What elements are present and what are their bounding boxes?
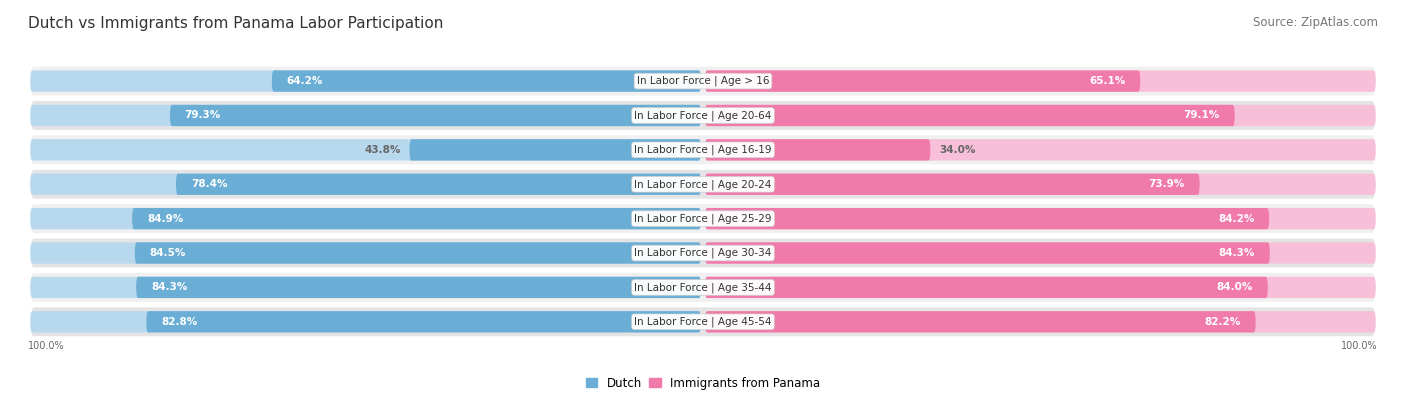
FancyBboxPatch shape <box>704 243 1270 264</box>
Text: 34.0%: 34.0% <box>939 145 976 155</box>
FancyBboxPatch shape <box>146 311 702 333</box>
Text: In Labor Force | Age 30-34: In Labor Force | Age 30-34 <box>634 248 772 258</box>
FancyBboxPatch shape <box>30 277 702 298</box>
FancyBboxPatch shape <box>132 208 702 229</box>
FancyBboxPatch shape <box>30 208 702 229</box>
FancyBboxPatch shape <box>704 311 1376 333</box>
FancyBboxPatch shape <box>704 208 1270 229</box>
Text: 82.8%: 82.8% <box>162 317 197 327</box>
FancyBboxPatch shape <box>30 139 702 160</box>
FancyBboxPatch shape <box>30 70 702 92</box>
FancyBboxPatch shape <box>136 277 702 298</box>
FancyBboxPatch shape <box>31 273 1375 302</box>
Text: Source: ZipAtlas.com: Source: ZipAtlas.com <box>1253 16 1378 29</box>
Text: 78.4%: 78.4% <box>191 179 228 189</box>
Text: 84.3%: 84.3% <box>150 282 187 292</box>
Text: 84.3%: 84.3% <box>1219 248 1256 258</box>
FancyBboxPatch shape <box>31 170 1375 199</box>
Text: 79.1%: 79.1% <box>1184 111 1220 120</box>
FancyBboxPatch shape <box>704 277 1268 298</box>
Text: In Labor Force | Age 20-24: In Labor Force | Age 20-24 <box>634 179 772 190</box>
Text: 64.2%: 64.2% <box>287 76 323 86</box>
Text: In Labor Force | Age 20-64: In Labor Force | Age 20-64 <box>634 110 772 121</box>
FancyBboxPatch shape <box>704 70 1140 92</box>
FancyBboxPatch shape <box>704 139 1376 160</box>
Text: In Labor Force | Age 25-29: In Labor Force | Age 25-29 <box>634 213 772 224</box>
FancyBboxPatch shape <box>704 277 1376 298</box>
Text: In Labor Force | Age 16-19: In Labor Force | Age 16-19 <box>634 145 772 155</box>
Text: In Labor Force | Age 45-54: In Labor Force | Age 45-54 <box>634 316 772 327</box>
FancyBboxPatch shape <box>271 70 702 92</box>
FancyBboxPatch shape <box>135 243 702 264</box>
Text: 73.9%: 73.9% <box>1149 179 1185 189</box>
FancyBboxPatch shape <box>704 243 1376 264</box>
FancyBboxPatch shape <box>31 204 1375 233</box>
Text: 84.2%: 84.2% <box>1218 214 1254 224</box>
FancyBboxPatch shape <box>31 239 1375 267</box>
Text: In Labor Force | Age > 16: In Labor Force | Age > 16 <box>637 76 769 87</box>
FancyBboxPatch shape <box>31 135 1375 164</box>
FancyBboxPatch shape <box>704 173 1376 195</box>
Text: 65.1%: 65.1% <box>1090 76 1125 86</box>
FancyBboxPatch shape <box>704 105 1234 126</box>
Text: Dutch vs Immigrants from Panama Labor Participation: Dutch vs Immigrants from Panama Labor Pa… <box>28 16 443 31</box>
FancyBboxPatch shape <box>170 105 702 126</box>
Text: 100.0%: 100.0% <box>28 341 65 351</box>
Text: 84.0%: 84.0% <box>1216 282 1253 292</box>
FancyBboxPatch shape <box>30 173 702 195</box>
FancyBboxPatch shape <box>30 243 702 264</box>
FancyBboxPatch shape <box>704 105 1376 126</box>
Text: In Labor Force | Age 35-44: In Labor Force | Age 35-44 <box>634 282 772 293</box>
FancyBboxPatch shape <box>31 101 1375 130</box>
FancyBboxPatch shape <box>704 208 1376 229</box>
FancyBboxPatch shape <box>409 139 702 160</box>
FancyBboxPatch shape <box>704 311 1256 333</box>
FancyBboxPatch shape <box>176 173 702 195</box>
FancyBboxPatch shape <box>704 139 931 160</box>
Text: 43.8%: 43.8% <box>364 145 401 155</box>
FancyBboxPatch shape <box>30 311 702 333</box>
Text: 100.0%: 100.0% <box>1341 341 1378 351</box>
Text: 84.9%: 84.9% <box>146 214 183 224</box>
Text: 82.2%: 82.2% <box>1205 317 1241 327</box>
FancyBboxPatch shape <box>31 67 1375 96</box>
FancyBboxPatch shape <box>31 307 1375 336</box>
FancyBboxPatch shape <box>704 70 1376 92</box>
Text: 84.5%: 84.5% <box>149 248 186 258</box>
FancyBboxPatch shape <box>30 105 702 126</box>
Text: 79.3%: 79.3% <box>184 111 221 120</box>
FancyBboxPatch shape <box>704 173 1199 195</box>
Legend: Dutch, Immigrants from Panama: Dutch, Immigrants from Panama <box>581 372 825 394</box>
